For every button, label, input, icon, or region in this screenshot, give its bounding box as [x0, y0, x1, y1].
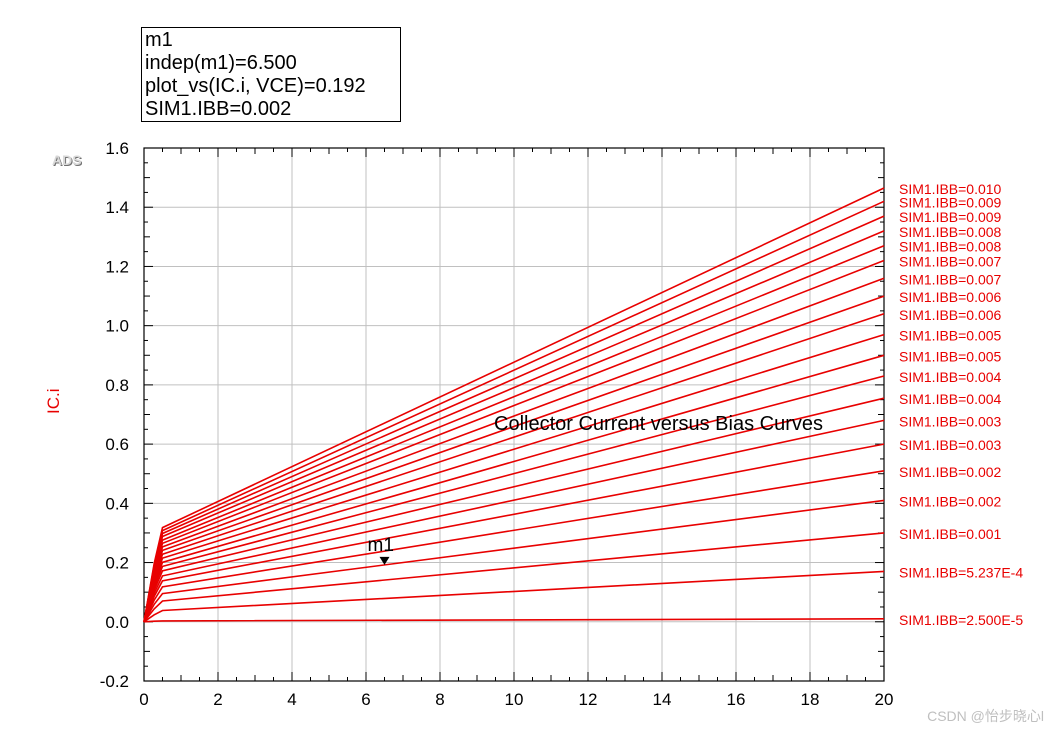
x-tick-label: 0 [139, 690, 148, 709]
series-label: SIM1.IBB=5.237E-4 [899, 564, 1023, 580]
x-tick-label: 4 [287, 690, 296, 709]
y-axis-label: IC.i [44, 388, 63, 415]
y-tick-label: 1.6 [105, 139, 129, 158]
data-series-line [143, 570, 885, 623]
ads-logo: ADS [52, 152, 82, 168]
series-label: SIM1.IBB=0.005 [899, 328, 1002, 344]
y-tick-label: 1.2 [105, 257, 129, 276]
series-label: SIM1.IBB=0.002 [899, 464, 1002, 480]
series-label: SIM1.IBB=0.007 [899, 271, 1002, 287]
series-label: SIM1.IBB=2.500E-5 [899, 612, 1023, 628]
y-tick-label: 0.4 [105, 494, 129, 513]
data-series-line [143, 499, 885, 623]
x-tick-label: 18 [801, 690, 820, 709]
series-label: SIM1.IBB=0.006 [899, 289, 1002, 305]
marker-indep-value: indep(m1)=6.500 [145, 52, 297, 74]
x-tick-label: 6 [361, 690, 370, 709]
series-label: SIM1.IBB=0.003 [899, 413, 1002, 429]
data-series-line [143, 617, 885, 623]
series-label: SIM1.IBB=0.002 [899, 493, 1002, 509]
x-tick-label: 8 [435, 690, 444, 709]
series-label: SIM1.IBB=0.008 [899, 224, 1002, 240]
chart-annotation: Collector Current versus Bias Curves [494, 413, 823, 435]
data-series-line [143, 187, 885, 622]
x-tick-label: 10 [505, 690, 524, 709]
x-tick-label: 2 [213, 690, 222, 709]
series-label: SIM1.IBB=0.003 [899, 437, 1002, 453]
series-label: SIM1.IBB=0.006 [899, 307, 1002, 323]
marker-name: m1 [145, 29, 173, 51]
y-tick-label: 1.0 [105, 317, 129, 336]
y-tick-label: 0.2 [105, 554, 129, 573]
series-label: SIM1.IBB=0.009 [899, 209, 1002, 225]
series-label: SIM1.IBB=0.004 [899, 391, 1002, 407]
x-tick-label: 20 [875, 690, 894, 709]
x-tick-label: 16 [727, 690, 746, 709]
marker-readout-box[interactable]: m1 indep(m1)=6.500 plot_vs(IC.i, VCE)=0.… [141, 27, 401, 122]
series-label: SIM1.IBB=0.005 [899, 348, 1002, 364]
y-tick-label: 0.6 [105, 435, 129, 454]
marker-label: m1 [368, 535, 394, 556]
y-tick-label: -0.2 [100, 672, 129, 691]
y-tick-label: 0.0 [105, 613, 129, 632]
data-series-line [143, 532, 885, 623]
y-tick-label: 1.4 [105, 198, 129, 217]
series-label: SIM1.IBB=0.009 [899, 194, 1002, 210]
marker-param-value: SIM1.IBB=0.002 [145, 98, 292, 120]
y-tick-label: 0.8 [105, 376, 129, 395]
marker-triangle [379, 556, 390, 565]
marker-dep-value: plot_vs(IC.i, VCE)=0.192 [145, 75, 366, 97]
series-label: SIM1.IBB=0.008 [899, 239, 1002, 255]
x-tick-label: 14 [653, 690, 672, 709]
series-label: SIM1.IBB=0.001 [899, 526, 1002, 542]
series-label: SIM1.IBB=0.007 [899, 254, 1002, 270]
x-tick-label: 12 [579, 690, 598, 709]
watermark: CSDN @怡步晓心l [927, 708, 1044, 724]
series-label: SIM1.IBB=0.004 [899, 369, 1002, 385]
series-label: SIM1.IBB=0.010 [899, 181, 1002, 197]
